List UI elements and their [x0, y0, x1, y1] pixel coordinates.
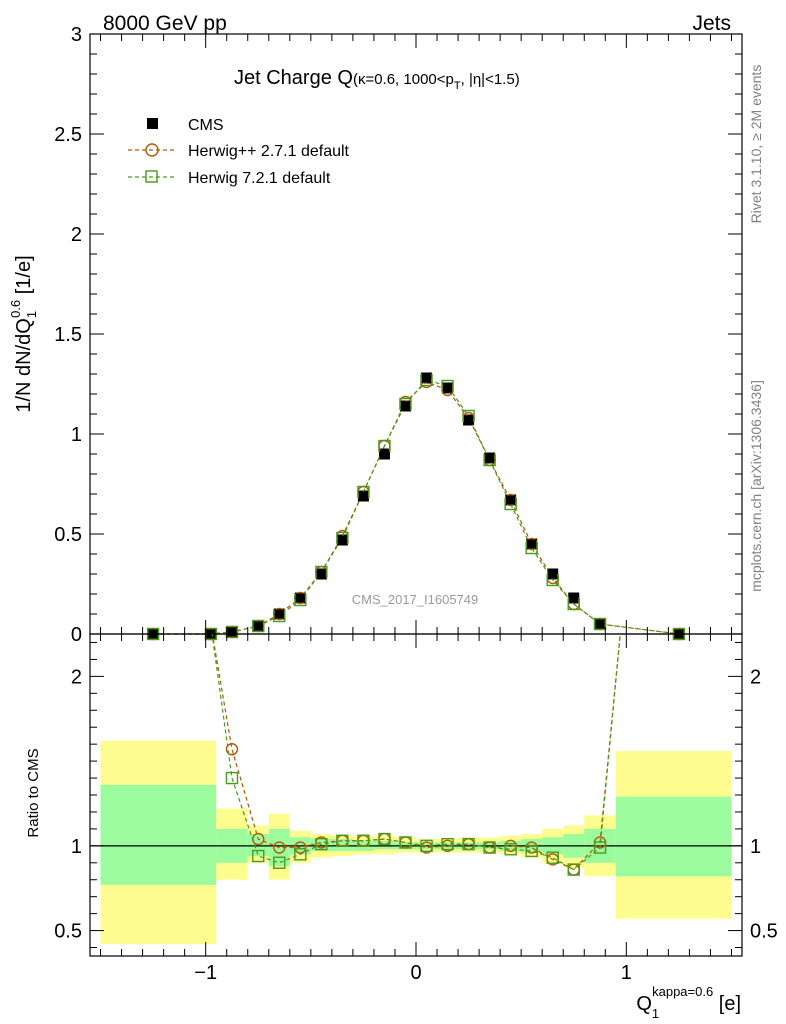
- ratio-herwigpp-point: [273, 841, 286, 854]
- ratio-herwig7-point: [483, 841, 496, 854]
- ratio-herwig7-point: [336, 834, 349, 847]
- x-axis-label-unit: [e]: [713, 993, 741, 1015]
- cms-data-point-top: [548, 569, 558, 579]
- main-y-axis-label-unit: [1/e]: [13, 255, 35, 299]
- main-y-tick-label: 3: [71, 24, 82, 46]
- main-y-tick-label: 2.5: [54, 124, 82, 146]
- ratio-y-tick-label-right: 1: [750, 836, 761, 858]
- ratio-herwig7-point: [546, 851, 559, 864]
- cms-data-point-top: [400, 401, 410, 411]
- ratio-herwig7-point: [315, 837, 328, 851]
- cms-data-point-top: [527, 539, 537, 549]
- x-axis-label-sup: kappa=0.6: [652, 984, 713, 999]
- x-axis-label: Q1 kappa=0.6 [e]: [636, 984, 741, 1021]
- ratio-y-axis-label: Ratio to CMS: [25, 748, 42, 837]
- ratio-series-line-1: [211, 634, 621, 871]
- ratio-herwig7-point: [273, 856, 286, 869]
- cms-data-point-top: [443, 383, 453, 393]
- ratio-y-tick-label-right: 2: [750, 666, 761, 688]
- cms-data-point-top: [422, 373, 432, 383]
- ratio-herwig7-point: [378, 832, 391, 846]
- ratio-herwig7-point: [462, 837, 475, 851]
- cms-data-point-top: [227, 627, 237, 637]
- main-y-tick-label: 1.5: [54, 324, 82, 346]
- main-title-text: Jet Charge Q: [234, 67, 353, 89]
- x-axis-label-text: Q: [636, 993, 652, 1015]
- legend-marker-cms: [147, 118, 158, 129]
- cms-data-point-top: [253, 621, 263, 631]
- ratio-band-inner: [615, 796, 732, 877]
- ratio-frame: [89, 633, 743, 957]
- ratio-band-inner: [310, 839, 332, 851]
- ratio-herwigpp-point: [225, 743, 239, 756]
- cms-data-point-top: [464, 415, 474, 425]
- ratio-herwig7-point: [504, 843, 517, 856]
- main-y-axis-label: 1/N dN/dQ10.6 [1/e]: [8, 255, 39, 412]
- cms-data-point-top: [295, 593, 305, 603]
- main-y-tick-label: 1: [71, 424, 82, 446]
- analysis-watermark: CMS_2017_I1605749: [352, 592, 479, 607]
- ratio-herwig7-point: [441, 837, 454, 851]
- header-right: Jets: [692, 12, 731, 35]
- ratio-series-line-0: [211, 634, 621, 871]
- ratio-herwig7-point: [225, 771, 239, 785]
- x-tick-label: 1: [621, 962, 632, 984]
- ratio-herwig7-point: [420, 839, 433, 853]
- cms-data-point-top: [595, 619, 605, 629]
- cms-data-point-top: [485, 453, 495, 463]
- main-title: Jet Charge Q(κ=0.6, 1000<pT, |η|<1.5): [234, 67, 520, 92]
- legend-marker-herwigpp: [145, 143, 159, 157]
- legend-label-herwig7: Herwig 7.2.1 default: [188, 170, 331, 187]
- cms-data-point-top: [569, 593, 579, 603]
- ratio-herwig7-point: [399, 836, 412, 849]
- cms-data-point-top: [379, 449, 389, 459]
- main-title-sub-tail: , |η|<1.5): [461, 71, 520, 88]
- legend-label-herwigpp: Herwig++ 2.7.1 default: [188, 143, 350, 160]
- x-tick-label: 0: [410, 962, 421, 984]
- cms-data-point-top: [506, 495, 516, 505]
- main-title-sub: (κ=0.6, 1000<p: [353, 71, 454, 88]
- cms-data-point-top: [337, 535, 347, 545]
- main-y-axis-label-text: 1/N dN/dQ: [13, 318, 35, 412]
- ratio-herwig7-point: [252, 849, 265, 863]
- cms-data-point-top: [274, 609, 284, 619]
- x-axis-label-sub: 1: [652, 1006, 659, 1021]
- x-tick-label: −1: [194, 962, 217, 984]
- ratio-band-inner: [331, 839, 353, 851]
- ratio-panel: 0.5 0.5 1 1 2 2 −1 0 1 Ratio to CMS Q1 kappa=0.6 …: [25, 633, 778, 1021]
- ratio-herwig7-point: [525, 844, 538, 858]
- ratio-band-inner: [100, 784, 217, 885]
- cms-data-point-top: [316, 569, 326, 579]
- main-y-tick-label: 2: [71, 224, 82, 246]
- ratio-y-tick-label: 0.5: [54, 921, 82, 943]
- ratio-y-tick-label: 2: [71, 666, 82, 688]
- ratio-herwig7-point: [357, 834, 370, 847]
- herwig7-point: [593, 617, 607, 631]
- ratio-y-tick-label-right: 0.5: [750, 921, 778, 943]
- header-left: 8000 GeV pp: [103, 12, 227, 35]
- main-y-axis-label-sub: 1: [24, 311, 39, 318]
- rivet-label: Rivet 3.1.10, ≥ 2M events: [748, 65, 764, 224]
- legend-marker-herwig7: [145, 170, 158, 183]
- ratio-herwig7-point: [593, 841, 607, 854]
- ratio-herwig7-point: [567, 863, 580, 876]
- legend-label-cms: CMS: [188, 117, 224, 134]
- main-y-axis-label-sup: 0.6: [8, 300, 23, 318]
- cms-data-point-top: [358, 491, 368, 501]
- main-panel: 0 0.5 1 1.5 2 2.5 3 Jet Charge Q(κ=0.6, 1000<p…: [8, 24, 743, 646]
- legend: CMS Herwig++ 2.7.1 default Herwig 7.2.1 …: [128, 117, 350, 187]
- ratio-y-tick-label: 1: [71, 836, 82, 858]
- ratio-herwigpp-point: [294, 841, 307, 854]
- mcplots-label: mcplots.cern.ch [arXiv:1306.3436]: [748, 380, 764, 592]
- main-y-tick-label: 0.5: [54, 524, 82, 546]
- herwig7-point: [252, 619, 265, 633]
- main-title-sub-idx: T: [454, 80, 461, 92]
- ratio-herwig7-point: [294, 848, 307, 861]
- main-y-tick-label: 0: [71, 624, 82, 646]
